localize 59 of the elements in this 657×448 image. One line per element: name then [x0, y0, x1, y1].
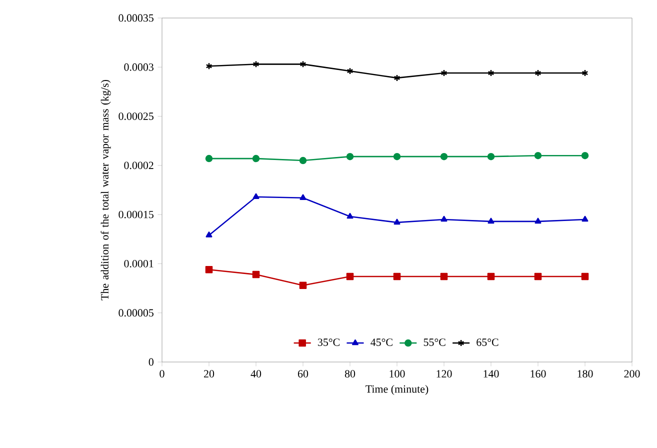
point: [299, 156, 307, 164]
y-tick-label: 0.0003: [124, 63, 154, 71]
x-tick-label: 100: [390, 370, 405, 378]
point: [300, 60, 306, 68]
y-tick-label: 0.00015: [118, 210, 154, 218]
point: [534, 69, 542, 77]
point: [346, 152, 354, 160]
y-tick-label: 0: [148, 358, 154, 366]
point: [205, 154, 213, 162]
point: [440, 152, 448, 160]
y-tick-label: 0.00005: [118, 309, 154, 317]
x-tick-label: 80: [344, 370, 356, 378]
point: [206, 232, 212, 238]
point: [534, 272, 542, 280]
legend-label: 65°C: [476, 338, 498, 346]
point: [488, 218, 494, 224]
point: [581, 272, 589, 280]
x-tick-label: 180: [578, 370, 593, 378]
y-axis-title: The addition of the total water vapor mass (kg/s): [100, 80, 111, 300]
point: [205, 266, 213, 274]
point: [252, 270, 260, 278]
y-tick-label: 0.00035: [118, 14, 154, 22]
x-tick-label: 60: [298, 370, 308, 378]
point: [252, 193, 260, 200]
point: [534, 152, 542, 160]
point: [440, 216, 448, 222]
x-axis-title: Time (minute): [366, 385, 428, 395]
y-tick-label: 0.0002: [124, 162, 154, 170]
y-tick-label: 0.00025: [118, 112, 154, 120]
x-tick-label: 40: [250, 370, 262, 378]
point: [487, 272, 495, 280]
x-tick-label: 160: [530, 370, 546, 378]
x-tick-label: 200: [624, 370, 640, 378]
x-tick-label: 0: [160, 370, 164, 378]
legend-label: 45°C: [370, 338, 392, 346]
point: [488, 69, 494, 77]
point: [440, 69, 448, 77]
point: [346, 212, 354, 219]
legend-label: 35°C: [318, 338, 340, 346]
x-tick-label: 120: [436, 370, 452, 378]
point: [252, 154, 260, 162]
x-tick-label: 20: [204, 370, 214, 378]
point: [300, 194, 306, 200]
x-tick-label: 140: [484, 370, 499, 378]
point: [393, 152, 401, 160]
point: [487, 152, 495, 160]
point: [393, 272, 401, 280]
point: [534, 218, 542, 224]
point: [299, 282, 307, 289]
point: [582, 216, 588, 222]
point: [346, 67, 354, 75]
point: [346, 272, 354, 280]
point: [394, 74, 400, 82]
point: [440, 272, 448, 280]
point: [581, 152, 589, 160]
y-tick-label: 0.0001: [124, 260, 154, 268]
point: [394, 218, 400, 225]
legend-label: 55°C: [424, 338, 446, 346]
point: [252, 60, 260, 68]
